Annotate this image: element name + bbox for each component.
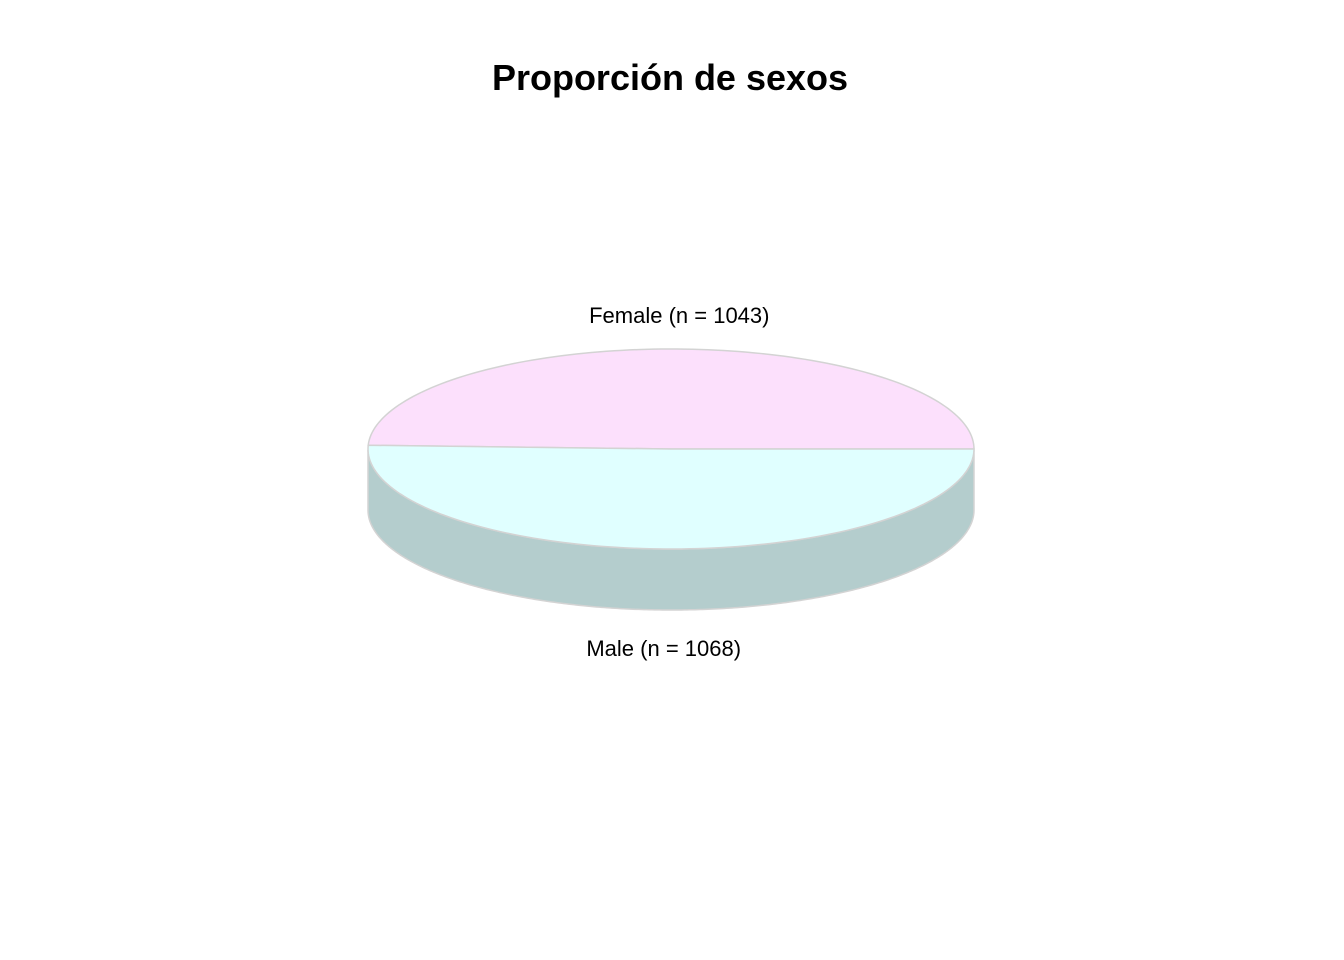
chart-title: Proporción de sexos	[492, 57, 848, 98]
slice-label-female: Female (n = 1043)	[589, 303, 769, 328]
pie-labels: Female (n = 1043) Male (n = 1068)	[586, 303, 769, 661]
slice-label-male: Male (n = 1068)	[586, 636, 741, 661]
slice-male	[367, 444, 975, 550]
pie-slices	[367, 348, 975, 550]
slice-female	[367, 348, 975, 450]
